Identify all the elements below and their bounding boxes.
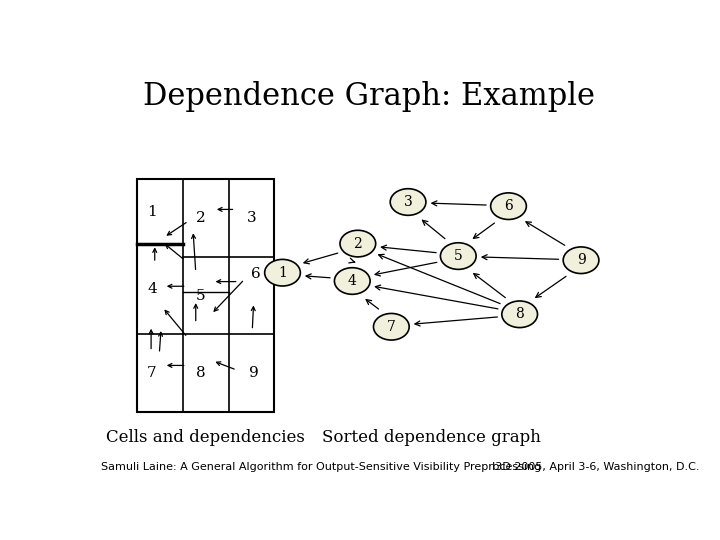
Circle shape (502, 301, 538, 328)
Circle shape (390, 188, 426, 215)
Text: 5: 5 (196, 288, 205, 302)
Text: 6: 6 (251, 267, 261, 281)
Text: 8: 8 (516, 307, 524, 321)
Text: 4: 4 (348, 274, 356, 288)
Text: 9: 9 (577, 253, 585, 267)
Text: I3D 2005, April 3-6, Washington, D.C.: I3D 2005, April 3-6, Washington, D.C. (492, 462, 699, 472)
Text: 5: 5 (454, 249, 463, 263)
Text: Samuli Laine: A General Algorithm for Output-Sensitive Visibility Preprocessing: Samuli Laine: A General Algorithm for Ou… (101, 462, 541, 472)
Text: Cells and dependencies: Cells and dependencies (107, 429, 305, 446)
Bar (138, 179, 274, 412)
Circle shape (374, 313, 409, 340)
Circle shape (340, 230, 376, 257)
Circle shape (334, 268, 370, 294)
Circle shape (265, 259, 300, 286)
Text: 9: 9 (248, 366, 258, 380)
Text: 1: 1 (147, 205, 157, 219)
Circle shape (441, 243, 476, 269)
Text: 3: 3 (404, 195, 413, 209)
Text: 4: 4 (147, 282, 157, 296)
Text: 1: 1 (278, 266, 287, 280)
Text: Sorted dependence graph: Sorted dependence graph (323, 429, 541, 446)
Circle shape (563, 247, 599, 274)
Text: 2: 2 (354, 237, 362, 251)
Text: 3: 3 (246, 211, 256, 225)
Text: Dependence Graph: Example: Dependence Graph: Example (143, 82, 595, 112)
Text: 7: 7 (147, 366, 157, 380)
Text: 7: 7 (387, 320, 396, 334)
Text: 6: 6 (504, 199, 513, 213)
Circle shape (490, 193, 526, 219)
Text: 2: 2 (195, 211, 205, 225)
Text: 8: 8 (196, 366, 205, 380)
